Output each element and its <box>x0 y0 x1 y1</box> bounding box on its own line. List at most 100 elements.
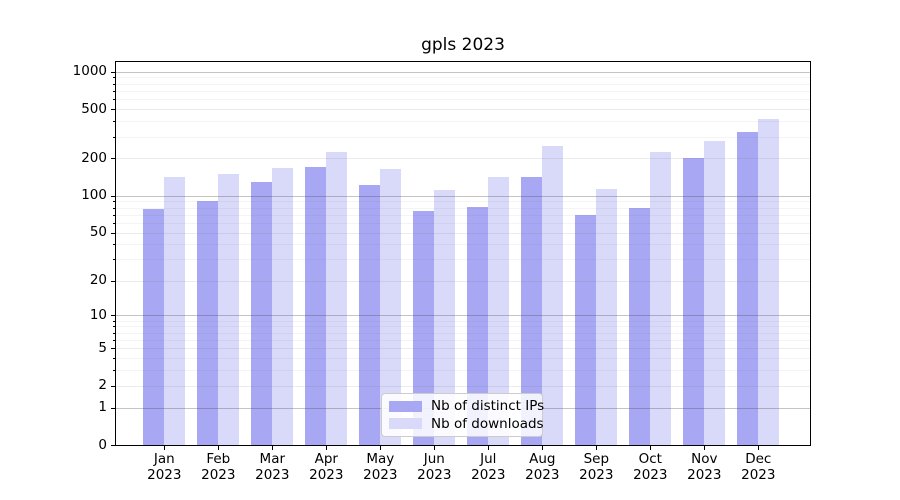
gridline-1000 <box>116 71 810 73</box>
minor-gridline-70 <box>116 214 810 216</box>
x-tick-label-jun: Jun 2023 <box>417 451 452 483</box>
bar-distinct-ips-jan <box>143 208 165 445</box>
x-tick-mark-aug <box>542 446 544 450</box>
bar-downloads-mar <box>272 168 294 445</box>
minor-gridline-4 <box>116 358 810 360</box>
y-tick-mark-1 <box>111 407 115 409</box>
y-tick-label-20: 20 <box>89 272 107 288</box>
bar-downloads-dec <box>758 118 780 445</box>
bar-distinct-ips-aug <box>521 176 543 445</box>
y-minor-tick-mark-90 <box>113 201 115 203</box>
y-tick-mark-10 <box>111 315 115 317</box>
minor-gridline-60 <box>116 222 810 224</box>
y-tick-label-500: 500 <box>81 100 107 117</box>
x-tick-label-mar: Mar 2023 <box>255 451 290 483</box>
x-tick-mark-jan <box>164 446 166 450</box>
x-tick-label-oct: Oct 2023 <box>633 451 668 483</box>
bar-distinct-ips-may <box>359 184 381 445</box>
gridline-5 <box>116 348 810 350</box>
legend-swatch-distinct-ips-icon <box>389 400 422 412</box>
x-tick-mark-sep <box>596 446 598 450</box>
y-minor-tick-mark-9 <box>113 320 115 322</box>
minor-gridline-600 <box>116 99 810 101</box>
legend-label-distinct-ips: Nb of distinct IPs <box>431 398 545 415</box>
y-tick-label-1: 1 <box>98 399 107 416</box>
minor-gridline-30 <box>116 259 810 261</box>
y-tick-mark-0 <box>111 445 115 446</box>
bar-downloads-jun <box>434 190 456 445</box>
x-tick-label-may: May 2023 <box>363 451 398 483</box>
minor-gridline-9 <box>116 320 810 322</box>
gridline-100 <box>116 195 810 197</box>
x-tick-mark-dec <box>758 446 760 450</box>
x-tick-label-jan: Jan 2023 <box>147 451 182 483</box>
bars-layer <box>116 62 810 445</box>
x-tick-mark-jul <box>488 446 490 450</box>
y-minor-tick-mark-6 <box>113 339 115 341</box>
x-tick-mark-oct <box>650 446 652 450</box>
x-tick-label-dec: Dec 2023 <box>741 451 776 483</box>
minor-gridline-700 <box>116 90 810 92</box>
plot-area: Nb of distinct IPs Nb of downloads <box>115 61 811 446</box>
minor-gridline-900 <box>116 77 810 79</box>
minor-gridline-40 <box>116 244 810 246</box>
y-minor-tick-mark-600 <box>113 99 115 101</box>
minor-gridline-80 <box>116 207 810 209</box>
y-minor-tick-mark-40 <box>113 244 115 246</box>
legend-entry-downloads: Nb of downloads <box>389 416 544 432</box>
y-minor-tick-mark-4 <box>113 358 115 360</box>
bar-distinct-ips-nov <box>683 157 705 445</box>
y-minor-tick-mark-80 <box>113 207 115 209</box>
gridlines-layer <box>116 62 810 445</box>
y-minor-tick-mark-800 <box>113 83 115 85</box>
y-minor-tick-mark-8 <box>113 326 115 328</box>
y-tick-mark-2 <box>111 385 115 387</box>
gridline-20 <box>116 280 810 282</box>
bar-downloads-may <box>380 168 402 445</box>
bar-downloads-sep <box>596 189 618 445</box>
y-tick-label-0: 0 <box>98 436 107 453</box>
legend-swatch-downloads-icon <box>389 418 422 430</box>
x-tick-mark-may <box>380 446 382 450</box>
y-tick-mark-500 <box>111 109 115 111</box>
legend-label-downloads: Nb of downloads <box>431 415 544 432</box>
bar-downloads-apr <box>326 151 348 445</box>
minor-gridline-800 <box>116 83 810 85</box>
y-tick-label-2: 2 <box>98 377 107 394</box>
minor-gridline-6 <box>116 339 810 341</box>
y-minor-tick-mark-700 <box>113 90 115 92</box>
gridline-500 <box>116 109 810 111</box>
x-tick-label-aug: Aug 2023 <box>525 451 560 483</box>
x-tick-mark-nov <box>704 446 706 450</box>
bar-distinct-ips-sep <box>575 214 597 445</box>
x-tick-label-jul: Jul 2023 <box>471 451 506 483</box>
legend: Nb of distinct IPs Nb of downloads <box>381 393 545 437</box>
bar-downloads-jul <box>488 177 510 445</box>
y-tick-label-1000: 1000 <box>72 63 107 80</box>
bar-distinct-ips-dec <box>737 131 759 445</box>
y-tick-label-200: 200 <box>81 149 107 166</box>
gridline-50 <box>116 232 810 234</box>
y-minor-tick-mark-70 <box>113 214 115 216</box>
y-tick-label-10: 10 <box>89 306 107 323</box>
y-tick-label-100: 100 <box>81 187 107 204</box>
y-minor-tick-mark-3 <box>113 370 115 372</box>
bar-downloads-jan <box>164 176 186 445</box>
bar-distinct-ips-oct <box>629 207 651 445</box>
y-tick-mark-20 <box>111 280 115 282</box>
x-tick-label-apr: Apr 2023 <box>309 451 344 483</box>
gridline-200 <box>116 158 810 160</box>
x-tick-label-nov: Nov 2023 <box>687 451 722 483</box>
bar-distinct-ips-jun <box>413 211 435 445</box>
chart-title: gpls 2023 <box>421 35 505 55</box>
x-tick-label-feb: Feb 2023 <box>201 451 236 483</box>
minor-gridline-8 <box>116 326 810 328</box>
y-minor-tick-mark-7 <box>113 332 115 334</box>
gridline-2 <box>116 385 810 387</box>
y-minor-tick-mark-400 <box>113 121 115 123</box>
x-tick-mark-apr <box>326 446 328 450</box>
y-minor-tick-mark-300 <box>113 136 115 138</box>
x-tick-mark-jun <box>434 446 436 450</box>
bar-distinct-ips-feb <box>197 201 219 445</box>
